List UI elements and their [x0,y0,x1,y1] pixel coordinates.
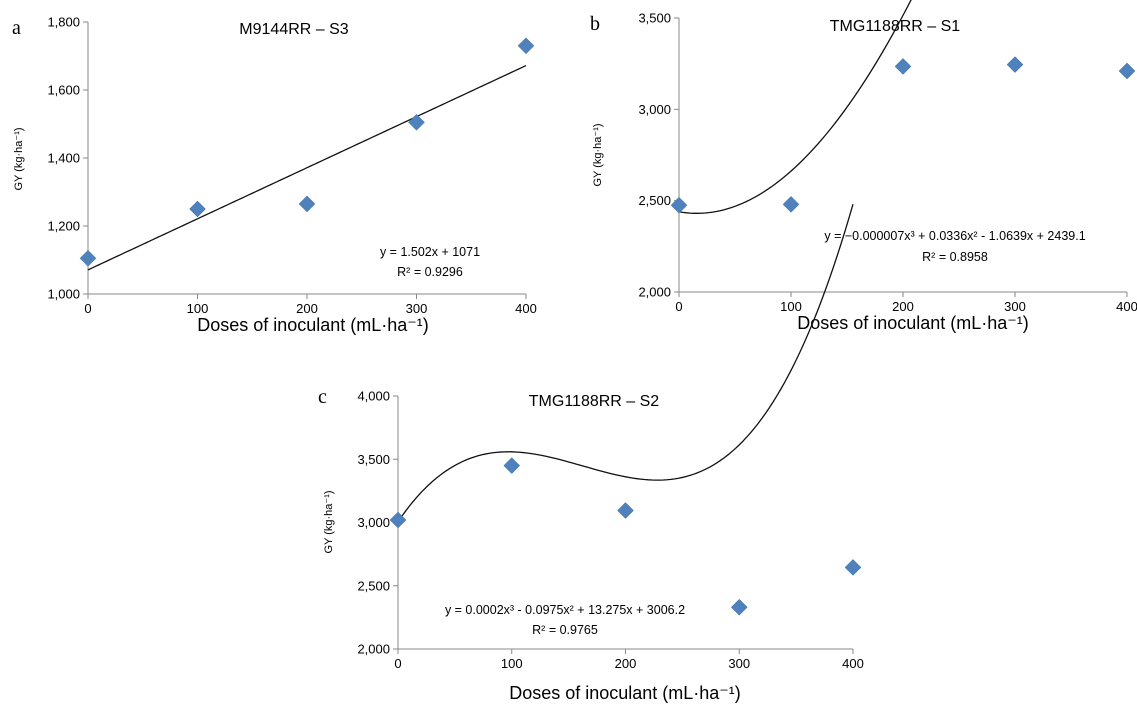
trend-line [678,0,912,214]
data-point [503,457,521,474]
panel-letter: b [590,13,600,35]
panel-letter: a [12,17,21,39]
r-squared-label: R² = 0.9296 [397,265,463,279]
y-tick-label: 2,500 [638,193,671,208]
r-squared-label: R² = 0.9765 [532,623,598,637]
y-tick-label: 1,400 [47,151,80,166]
data-point [1006,56,1024,73]
x-tick-label: 300 [1004,299,1026,314]
y-tick-label: 3,500 [638,11,671,26]
x-tick-label: 400 [515,301,537,316]
data-point [79,249,97,267]
trend-equation: y = 0.0002x³ - 0.0975x² + 13.275x + 3006… [445,603,685,617]
data-point [730,598,748,616]
trend-line [87,65,527,271]
data-point [389,511,407,529]
chart-panel-b: 2,000 2,500 3,000 3,500 0 100 200 300 400 b TMG118… [590,0,1137,333]
x-axis-label: Doses of inoculant (mL·ha⁻¹) [197,315,429,335]
x-tick-label: 200 [892,299,914,314]
data-point [617,502,634,519]
chart-title: M9144RR – S3 [239,21,348,38]
y-axis-label: GY (kg·ha⁻¹) [13,127,25,190]
r-squared-label: R² = 0.8958 [922,250,988,264]
x-tick-label: 300 [728,656,750,671]
chart-panel-a: 1,000 1,200 1,400 1,600 1,800 0 100 200 300 400 a M… [12,15,537,336]
trend-line [397,204,854,523]
y-tick-label: 1,600 [47,83,80,98]
y-tick-label: 4,000 [357,389,390,404]
y-tick-label: 3,500 [357,452,390,467]
x-tick-label: 0 [675,299,682,314]
x-tick-label: 200 [615,656,637,671]
y-tick-label: 1,200 [47,219,80,234]
y-tick-label: 1,000 [47,287,80,302]
chart-title: TMG1188RR – S1 [830,18,961,35]
y-tick-label: 3,000 [638,102,671,117]
data-point [782,195,800,213]
y-tick-label: 1,800 [47,15,80,30]
data-point [894,58,912,75]
y-tick-label: 2,000 [357,642,390,657]
x-tick-label: 100 [501,656,523,671]
data-point [670,196,688,214]
x-axis-label: Doses of inoculant (mL·ha⁻¹) [509,683,741,703]
data-point [844,559,862,576]
chart-panel-c: 2,000 2,500 3,000 3,500 4,000 0 100 200 300 400 c T… [318,204,864,703]
x-tick-label: 300 [406,301,428,316]
x-axis-label: Doses of inoculant (mL·ha⁻¹) [797,313,1029,333]
x-tick-label: 100 [187,301,209,316]
trend-equation: y = −0.000007x³ + 0.0336x² - 1.0639x + 2… [824,229,1085,243]
y-axis-label: GY (kg·ha⁻¹) [592,123,604,186]
data-point [408,113,425,131]
x-tick-label: 200 [296,301,318,316]
x-tick-label: 100 [780,299,802,314]
chart-title: TMG1188RR – S2 [529,393,660,410]
y-tick-label: 2,500 [357,578,390,593]
trend-equation: y = 1.502x + 1071 [380,245,480,259]
data-point [189,200,206,218]
panel-letter: c [318,386,327,408]
data-point [517,37,535,55]
y-tick-label: 3,000 [357,515,390,530]
x-tick-label: 400 [842,656,864,671]
data-point [1118,62,1136,80]
x-tick-label: 0 [84,301,91,316]
x-tick-label: 0 [394,656,401,671]
x-tick-label: 400 [1116,299,1137,314]
data-point [298,195,316,213]
y-tick-label: 2,000 [638,285,671,300]
y-axis-label: GY (kg·ha⁻¹) [323,490,335,553]
